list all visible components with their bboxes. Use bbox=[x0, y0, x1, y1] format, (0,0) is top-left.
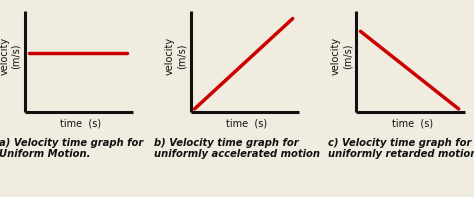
Text: time  (s): time (s) bbox=[226, 119, 267, 128]
Text: time  (s): time (s) bbox=[60, 119, 101, 128]
Text: c) Velocity time graph for
uniformly retarded motion: c) Velocity time graph for uniformly ret… bbox=[328, 138, 474, 159]
Text: velocity
(m/s): velocity (m/s) bbox=[0, 37, 21, 75]
Text: time  (s): time (s) bbox=[392, 119, 433, 128]
Text: b) Velocity time graph for
uniformly accelerated motion: b) Velocity time graph for uniformly acc… bbox=[154, 138, 320, 159]
Text: velocity
(m/s): velocity (m/s) bbox=[165, 37, 187, 75]
Text: velocity
(m/s): velocity (m/s) bbox=[331, 37, 353, 75]
Text: a) Velocity time graph for
Uniform Motion.: a) Velocity time graph for Uniform Motio… bbox=[0, 138, 143, 159]
